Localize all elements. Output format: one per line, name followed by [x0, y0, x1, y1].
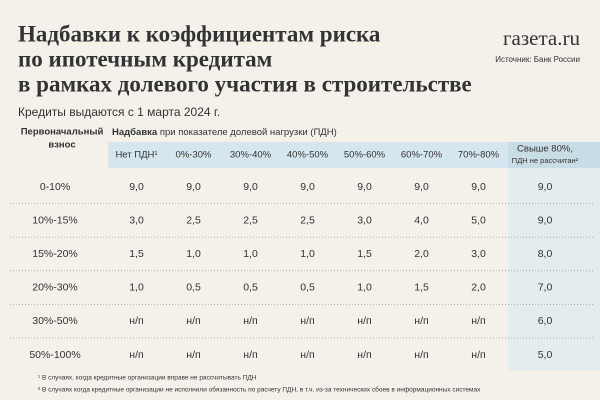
cell-value: 9,0: [414, 181, 429, 193]
cell-value: 9,0: [471, 181, 486, 193]
cell-value: 5,0: [471, 214, 486, 226]
row-header: Первоначальный: [21, 127, 104, 138]
cell-value: н/п: [414, 315, 428, 327]
column-header-band: [508, 142, 600, 168]
cell-value: н/п: [243, 315, 257, 327]
column-header: 0%-30%: [176, 150, 212, 161]
cell-value: н/п: [300, 315, 314, 327]
cell-value: н/п: [471, 315, 485, 327]
cell-value: н/п: [129, 349, 143, 361]
cell-value: 9,0: [129, 181, 144, 193]
column-header: Свыше 80%,: [517, 144, 573, 155]
column-header: 70%-80%: [458, 150, 500, 161]
title-line: в рамках долевого участия в строительств…: [18, 71, 472, 96]
cell-value: 2,0: [414, 248, 429, 260]
cell-value: н/п: [186, 315, 200, 327]
cell-value: 1,0: [300, 248, 315, 260]
row-header: взнос: [48, 140, 75, 151]
cell-value: н/п: [243, 349, 257, 361]
title-line: по ипотечным кредитам: [18, 46, 272, 71]
row-label: 10%-15%: [32, 214, 78, 226]
cell-value: 7,0: [538, 282, 553, 294]
cell-value: 9,0: [300, 181, 315, 193]
cell-value: н/п: [357, 349, 371, 361]
cell-value: 9,0: [538, 181, 553, 193]
column-header: 30%-40%: [230, 150, 272, 161]
cell-value: 1,5: [414, 282, 429, 294]
column-header: Нет ПДН¹: [115, 150, 157, 161]
cell-value: 1,0: [243, 248, 258, 260]
cell-value: 9,0: [538, 214, 553, 226]
cell-value: н/п: [300, 349, 314, 361]
cell-value: 6,0: [538, 315, 553, 327]
column-header-band: [108, 142, 508, 168]
cell-value: н/п: [186, 349, 200, 361]
cell-value: 8,0: [538, 248, 553, 260]
cell-value: 3,0: [357, 214, 372, 226]
brand: газета.ru: [503, 26, 581, 50]
group-header-bold: Надбавка: [112, 127, 158, 138]
cell-value: 0,5: [300, 282, 315, 294]
cell-value: 1,0: [129, 282, 144, 294]
cell-value: 2,5: [300, 214, 315, 226]
group-header-rest: при показателе долевой нагрузки (ПДН): [160, 127, 337, 138]
cell-value: н/п: [129, 315, 143, 327]
row-label: 0-10%: [40, 181, 70, 193]
cell-value: 2,5: [186, 214, 201, 226]
cell-value: 0,5: [243, 282, 258, 294]
cell-value: н/п: [414, 349, 428, 361]
column-header: ПДН не рассчитан²: [512, 156, 579, 165]
row-label: 20%-30%: [32, 282, 78, 294]
cell-value: н/п: [471, 349, 485, 361]
cell-value: 9,0: [357, 181, 372, 193]
row-label: 30%-50%: [32, 315, 78, 327]
row-label: 15%-20%: [32, 248, 78, 260]
column-header: 50%-60%: [344, 150, 386, 161]
title-line: Надбавки к коэффициентам риска: [18, 21, 381, 46]
cell-value: 2,5: [243, 214, 258, 226]
column-header: 60%-70%: [401, 150, 443, 161]
highlight-column: [508, 142, 600, 370]
cell-value: 1,0: [186, 248, 201, 260]
cell-value: 3,0: [129, 214, 144, 226]
cell-value: 2,0: [471, 282, 486, 294]
group-header: Надбавка при показателе долевой нагрузки…: [112, 127, 337, 138]
footnote: ² В случаях когда кредитные организации …: [38, 386, 481, 394]
cell-value: 3,0: [471, 248, 486, 260]
footnote: ¹ В случаях, когда кредитные организации…: [38, 375, 257, 382]
cell-value: н/п: [357, 315, 371, 327]
cell-value: 1,0: [357, 282, 372, 294]
cell-value: 5,0: [538, 349, 553, 361]
cell-value: 0,5: [186, 282, 201, 294]
column-header: 40%-50%: [287, 150, 329, 161]
row-label: 50%-100%: [29, 349, 80, 361]
cell-value: 4,0: [414, 214, 429, 226]
cell-value: 9,0: [186, 181, 201, 193]
cell-value: 9,0: [243, 181, 258, 193]
cell-value: 1,5: [129, 248, 144, 260]
subtitle: Кредиты выдаются с 1 марта 2024 г.: [18, 105, 220, 119]
cell-value: 1,5: [357, 248, 372, 260]
source: Источник: Банк России: [495, 55, 580, 64]
